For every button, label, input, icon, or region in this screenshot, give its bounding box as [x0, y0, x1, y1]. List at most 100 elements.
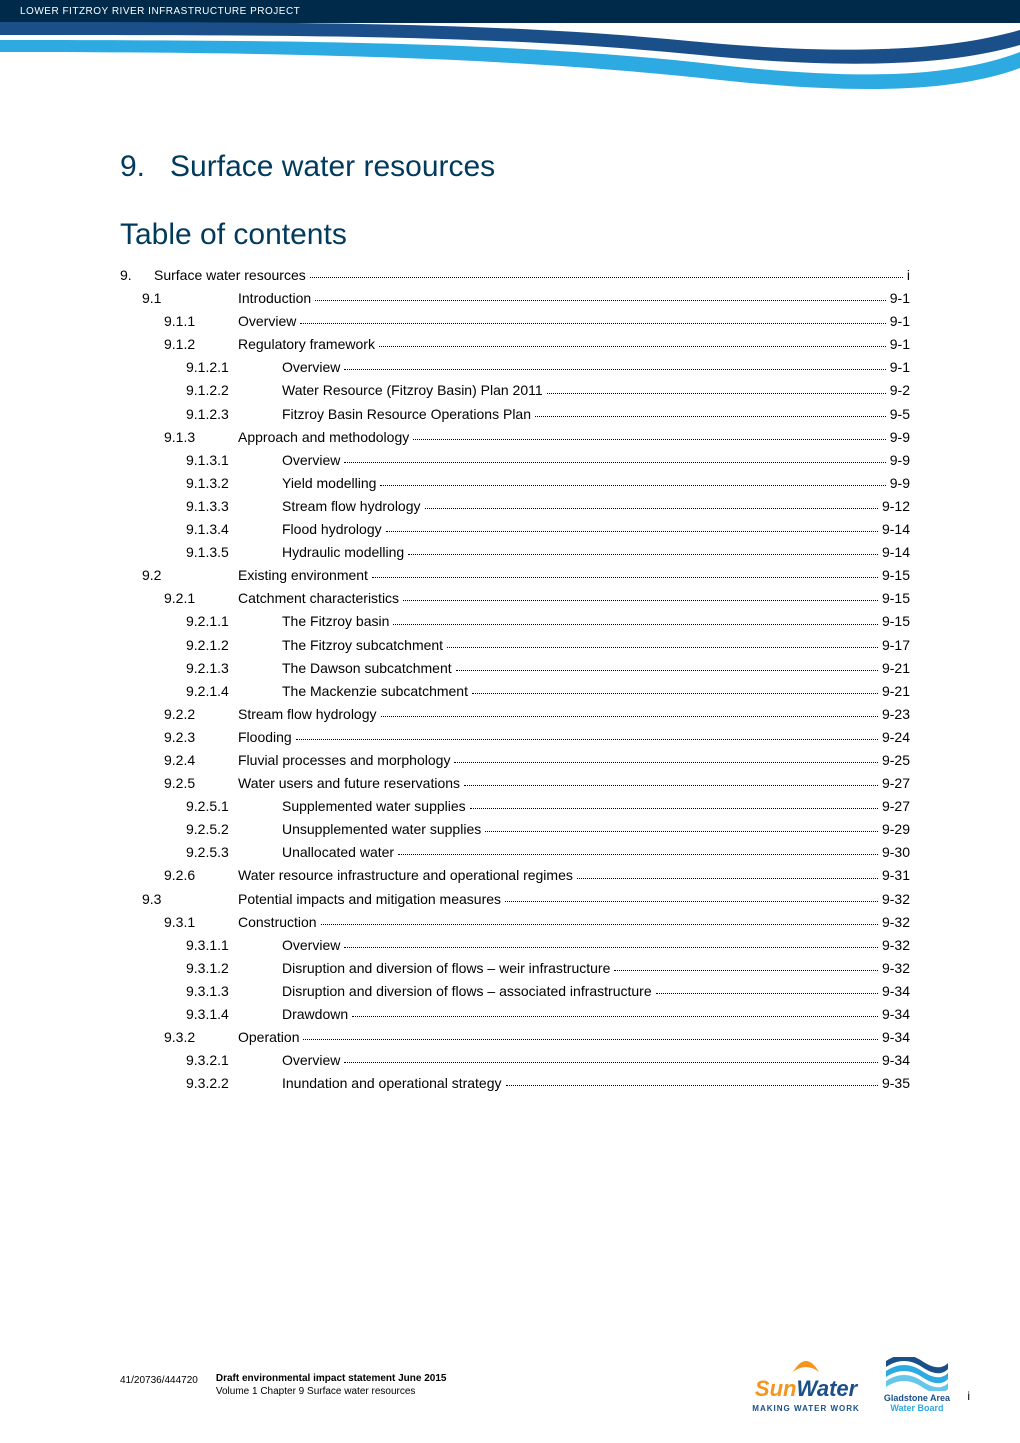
toc-label: Introduction — [238, 287, 311, 310]
toc-row: 9.2.1.3The Dawson subcatchment9-21 — [120, 657, 910, 680]
toc-row: 9.2.1.1The Fitzroy basin9-15 — [120, 610, 910, 633]
toc-page: 9-12 — [882, 495, 910, 518]
toc-row: 9.1.1Overview9-1 — [120, 310, 910, 333]
table-of-contents: 9.Surface water resourcesi9.1Introductio… — [120, 264, 910, 1095]
toc-row: 9.3.1.3Disruption and diversion of flows… — [120, 980, 910, 1003]
toc-number: 9.2.5.1 — [186, 795, 282, 818]
toc-label: Unallocated water — [282, 841, 394, 864]
sunwater-tagline: MAKING WATER WORK — [752, 1404, 860, 1413]
toc-number: 9.2.1.4 — [186, 680, 282, 703]
toc-leader-dots — [296, 739, 878, 740]
toc-number: 9.2.4 — [164, 749, 238, 772]
toc-label: Supplemented water supplies — [282, 795, 466, 818]
toc-page: 9-1 — [890, 287, 910, 310]
toc-page: 9-29 — [882, 818, 910, 841]
toc-page: 9-14 — [882, 541, 910, 564]
toc-row: 9.1.3.5Hydraulic modelling 9-14 — [120, 541, 910, 564]
page-content: 9. Surface water resources Table of cont… — [120, 150, 910, 1095]
sunwater-sun: Sun — [755, 1376, 797, 1401]
toc-number: 9.2.5.3 — [186, 841, 282, 864]
toc-number: 9.3.1.4 — [186, 1003, 282, 1026]
toc-label: The Fitzroy basin — [282, 610, 389, 633]
toc-page: 9-9 — [890, 472, 910, 495]
toc-label: Fitzroy Basin Resource Operations Plan — [282, 403, 531, 426]
toc-page: 9-15 — [882, 587, 910, 610]
toc-number: 9.1.2 — [164, 333, 238, 356]
toc-row: 9.3Potential impacts and mitigation meas… — [120, 888, 910, 911]
toc-row: 9.1.2Regulatory framework9-1 — [120, 333, 910, 356]
toc-leader-dots — [447, 647, 878, 648]
toc-page: 9-32 — [882, 957, 910, 980]
toc-page: 9-1 — [890, 310, 910, 333]
toc-row: 9.2Existing environment9-15 — [120, 564, 910, 587]
toc-row: 9.1.3.4Flood hydrology9-14 — [120, 518, 910, 541]
toc-label: Flood hydrology — [282, 518, 382, 541]
toc-label: Stream flow hydrology — [238, 703, 377, 726]
toc-label: Flooding — [238, 726, 292, 749]
toc-number: 9.3.2 — [164, 1026, 238, 1049]
toc-label: Unsupplemented water supplies — [282, 818, 481, 841]
toc-label: Construction — [238, 911, 317, 934]
toc-number: 9.1.3.5 — [186, 541, 282, 564]
toc-row: 9.3.1Construction9-32 — [120, 911, 910, 934]
toc-number: 9.3.2.1 — [186, 1049, 282, 1072]
toc-label: Approach and methodology — [238, 426, 409, 449]
toc-number: 9.2.2 — [164, 703, 238, 726]
toc-label: Yield modelling — [282, 472, 376, 495]
toc-number: 9.2.1 — [164, 587, 238, 610]
toc-leader-dots — [344, 369, 885, 370]
toc-number: 9.1.1 — [164, 310, 238, 333]
toc-leader-dots — [344, 1062, 878, 1063]
toc-label: Water Resource (Fitzroy Basin) Plan 2011 — [282, 379, 543, 402]
toc-page: 9-14 — [882, 518, 910, 541]
toc-label: Overview — [282, 356, 340, 379]
toc-row: 9.1.3.2Yield modelling9-9 — [120, 472, 910, 495]
toc-page: 9-27 — [882, 772, 910, 795]
toc-label: Regulatory framework — [238, 333, 375, 356]
toc-page: 9-17 — [882, 634, 910, 657]
toc-label: Hydraulic modelling — [282, 541, 404, 564]
toc-page: 9-27 — [882, 795, 910, 818]
toc-leader-dots — [321, 924, 878, 925]
toc-number: 9.3 — [142, 888, 238, 911]
toc-leader-dots — [614, 970, 878, 971]
toc-label: Operation — [238, 1026, 299, 1049]
toc-leader-dots — [413, 439, 886, 440]
footer-right: SunWater MAKING WATER WORK Gladstone Are… — [752, 1356, 950, 1413]
toc-page: 9-30 — [882, 841, 910, 864]
toc-row: 9.2.5.3Unallocated water 9-30 — [120, 841, 910, 864]
toc-page: 9-15 — [882, 610, 910, 633]
toc-row: 9.3.1.1Overview9-32 — [120, 934, 910, 957]
toc-number: 9.1.2.1 — [186, 356, 282, 379]
toc-label: Catchment characteristics — [238, 587, 399, 610]
toc-label: Disruption and diversion of flows – asso… — [282, 980, 652, 1003]
toc-row: 9.1.3Approach and methodology9-9 — [120, 426, 910, 449]
toc-label: Stream flow hydrology — [282, 495, 421, 518]
toc-number: 9.3.1.3 — [186, 980, 282, 1003]
footer-docnum: 41/20736/444720 — [120, 1372, 198, 1386]
toc-leader-dots — [344, 462, 885, 463]
toc-leader-dots — [656, 993, 878, 994]
toc-label: The Dawson subcatchment — [282, 657, 452, 680]
toc-leader-dots — [485, 831, 878, 832]
sunwater-logo: SunWater MAKING WATER WORK — [752, 1356, 860, 1413]
toc-page: 9-32 — [882, 888, 910, 911]
toc-number: 9.2.6 — [164, 864, 238, 887]
toc-number: 9.2.3 — [164, 726, 238, 749]
toc-page: 9-5 — [890, 403, 910, 426]
toc-number: 9.1.2.2 — [186, 379, 282, 402]
toc-page: 9-21 — [882, 657, 910, 680]
toc-leader-dots — [472, 693, 878, 694]
toc-leader-dots — [393, 624, 878, 625]
toc-row: 9.2.4Fluvial processes and morphology9-2… — [120, 749, 910, 772]
toc-page: 9-34 — [882, 1049, 910, 1072]
toc-leader-dots — [425, 508, 878, 509]
toc-page: 9-34 — [882, 1026, 910, 1049]
toc-row: 9.1.3.3Stream flow hydrology9-12 — [120, 495, 910, 518]
toc-label: Existing environment — [238, 564, 368, 587]
toc-number: 9.1 — [142, 287, 238, 310]
toc-leader-dots — [464, 785, 878, 786]
toc-leader-dots — [408, 554, 878, 555]
toc-page: 9-31 — [882, 864, 910, 887]
toc-number: 9. — [120, 264, 154, 287]
